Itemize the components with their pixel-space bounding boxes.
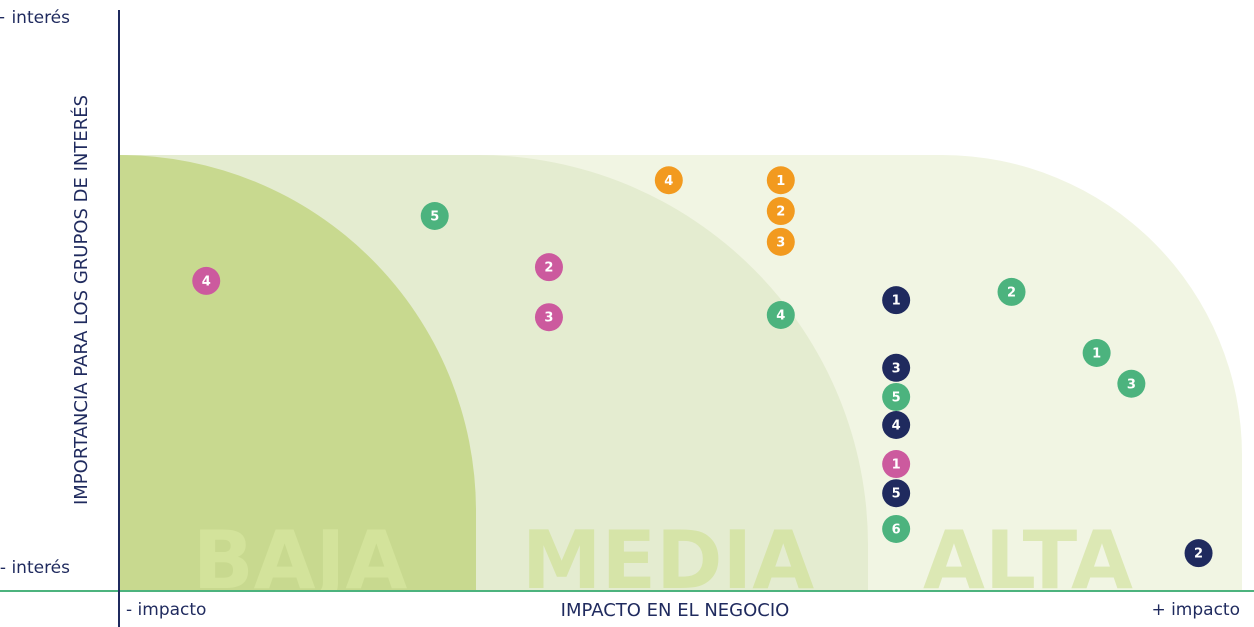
point <box>1117 369 1146 398</box>
point-label: 3 <box>544 311 553 326</box>
point-label: 5 <box>892 487 901 502</box>
point-label: 4 <box>664 174 673 189</box>
point <box>882 353 911 382</box>
point-label: 1 <box>1092 346 1101 361</box>
point-label: 1 <box>776 174 785 189</box>
y-tick-label: - interés <box>0 558 70 578</box>
point <box>1184 539 1213 568</box>
point <box>766 197 795 226</box>
point <box>534 303 563 332</box>
point <box>882 450 911 479</box>
point <box>766 301 795 329</box>
point <box>997 277 1026 306</box>
point <box>420 202 449 230</box>
point <box>882 411 911 439</box>
point-label: 5 <box>892 390 901 405</box>
point <box>882 382 911 411</box>
point-label: 6 <box>892 522 901 537</box>
y-tick-label: + interés <box>0 8 70 28</box>
point-label: 2 <box>1007 285 1016 300</box>
point-label: 2 <box>776 205 785 220</box>
y-axis-title: IMPORTANCIA PARA LOS GRUPOS DE INTERÉS <box>70 95 92 505</box>
point-label: 5 <box>430 210 439 225</box>
bottom-mask <box>0 592 1254 627</box>
x-axis-title: IMPACTO EN EL NEGOCIO <box>561 600 790 621</box>
zone-baja-bg <box>120 155 476 591</box>
point <box>882 514 911 543</box>
point-label: 3 <box>1127 377 1136 392</box>
point-label: 4 <box>776 309 785 324</box>
point <box>534 253 563 282</box>
point-label: 1 <box>892 294 901 309</box>
x-tick-label: - impacto <box>126 600 206 620</box>
point <box>766 166 795 195</box>
point <box>1082 338 1111 367</box>
point-label: 1 <box>892 458 901 473</box>
point-label: 2 <box>1194 547 1203 562</box>
point-label: 3 <box>776 235 785 250</box>
point-label: 4 <box>202 274 211 289</box>
x-tick-label: + impacto <box>1151 600 1240 620</box>
point <box>766 227 795 256</box>
point-label: 4 <box>892 419 901 434</box>
point <box>192 266 221 295</box>
point <box>882 286 911 315</box>
point <box>882 479 911 508</box>
point <box>654 166 683 195</box>
point-label: 2 <box>544 261 553 276</box>
point-label: 3 <box>892 361 901 376</box>
